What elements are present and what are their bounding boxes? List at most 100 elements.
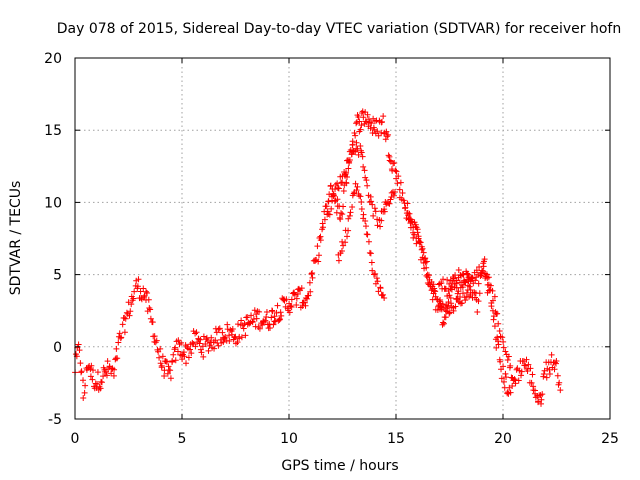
chart-title: Day 078 of 2015, Sidereal Day-to-day VTE…	[57, 21, 621, 37]
data-point	[367, 125, 374, 132]
data-point	[309, 274, 316, 281]
data-point	[535, 398, 542, 405]
data-point	[512, 380, 519, 387]
data-point	[325, 198, 332, 205]
data-point	[346, 212, 353, 219]
data-point	[357, 126, 364, 133]
data-point	[287, 302, 294, 309]
data-point	[266, 321, 273, 328]
data-point	[381, 295, 388, 302]
data-point	[360, 163, 367, 170]
data-point	[330, 193, 337, 200]
data-point	[423, 258, 430, 265]
data-point	[513, 366, 520, 373]
data-point	[229, 326, 236, 333]
x-tick-label: 10	[280, 431, 298, 447]
data-point	[348, 151, 355, 158]
data-point	[117, 335, 124, 342]
data-point	[238, 334, 245, 341]
data-point	[384, 133, 391, 140]
data-point	[156, 354, 163, 361]
data-point	[87, 373, 94, 380]
data-point	[137, 294, 144, 301]
data-point	[362, 223, 369, 230]
data-point	[448, 300, 455, 307]
data-point	[226, 332, 233, 339]
data-point	[295, 285, 302, 292]
data-point	[372, 208, 379, 215]
data-point	[220, 334, 227, 341]
data-point	[121, 329, 128, 336]
data-point	[554, 372, 561, 379]
data-point	[478, 269, 485, 276]
data-point	[283, 296, 290, 303]
data-point	[205, 347, 212, 354]
axis-ticks: 0 5 10 15 20 25 -5 0 5 10 15 20	[44, 51, 619, 447]
data-point	[380, 113, 387, 120]
y-tick-label: 20	[44, 51, 62, 67]
data-point	[419, 245, 426, 252]
data-point	[475, 298, 482, 305]
data-point	[358, 122, 365, 129]
data-point	[298, 285, 305, 292]
x-tick-label: 20	[494, 431, 512, 447]
data-point	[378, 118, 385, 125]
data-point	[319, 224, 326, 231]
data-point	[405, 216, 412, 223]
data-point	[345, 165, 352, 172]
data-point	[321, 216, 328, 223]
data-point	[446, 280, 453, 287]
data-point	[339, 173, 346, 180]
data-point	[476, 290, 483, 297]
data-point	[356, 118, 363, 125]
data-point	[448, 286, 455, 293]
data-point	[274, 302, 281, 309]
data-point	[167, 375, 174, 382]
data-point	[198, 349, 205, 356]
data-point	[157, 360, 164, 367]
data-point	[349, 138, 356, 145]
data-point	[364, 231, 371, 238]
data-point	[273, 309, 280, 316]
data-point	[377, 285, 384, 292]
data-point	[439, 301, 446, 308]
data-point	[111, 366, 118, 373]
data-point	[503, 374, 510, 381]
data-point	[374, 128, 381, 135]
data-point	[495, 341, 502, 348]
data-point	[371, 126, 378, 133]
data-point	[540, 373, 547, 380]
data-point	[413, 224, 420, 231]
data-point	[368, 259, 375, 266]
data-point	[453, 280, 460, 287]
data-point	[385, 152, 392, 159]
data-point	[340, 187, 347, 194]
data-point	[442, 314, 449, 321]
data-point	[397, 179, 404, 186]
data-point	[406, 210, 413, 217]
data-point	[347, 209, 354, 216]
data-point	[253, 315, 260, 322]
data-point	[80, 394, 87, 401]
data-point	[224, 326, 231, 333]
data-point	[502, 370, 509, 377]
data-point	[338, 210, 345, 217]
data-point	[455, 288, 462, 295]
data-point	[170, 351, 177, 358]
data-point	[123, 309, 130, 316]
data-point	[446, 309, 453, 316]
data-point	[197, 346, 204, 353]
data-point	[175, 337, 182, 344]
data-point	[159, 353, 166, 360]
data-point	[440, 304, 447, 311]
data-point	[463, 289, 470, 296]
data-point	[440, 319, 447, 326]
data-point	[127, 308, 134, 315]
data-point	[222, 333, 229, 340]
data-point	[375, 132, 382, 139]
data-point	[90, 367, 97, 374]
data-point	[484, 281, 491, 288]
data-point	[343, 169, 350, 176]
data-point	[354, 145, 361, 152]
data-point	[414, 229, 421, 236]
